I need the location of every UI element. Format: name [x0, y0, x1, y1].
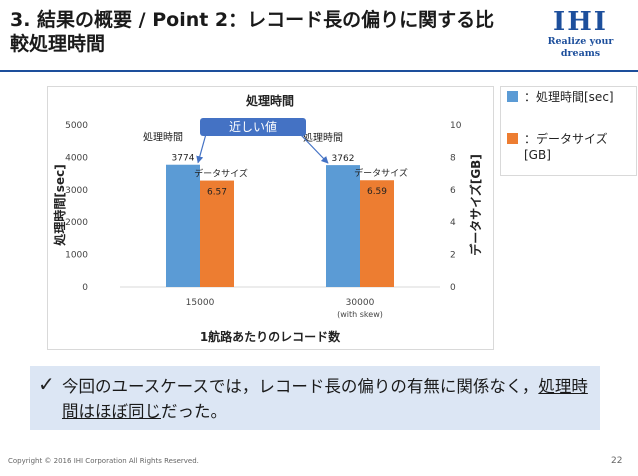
data-label-size: 6.57: [207, 188, 227, 198]
y2-tick-label: 4: [450, 218, 456, 228]
data-label-size: 6.59: [367, 187, 387, 197]
arrow-left: [196, 133, 207, 164]
data-label-time: 3774: [172, 154, 195, 164]
y-tick-label: 4000: [65, 153, 88, 163]
conclusion-callout: ✓ 今回のユースケースでは，レコード長の偏りの有無に関係なく，処理時間はほぼ同じ…: [30, 366, 600, 430]
logo-mark: IHI: [553, 7, 608, 37]
x-tick-label: 15000: [186, 298, 215, 308]
arrow-right: [299, 133, 329, 164]
bar-annotation-time: 処理時間: [143, 131, 183, 144]
y-tick-label: 1000: [65, 251, 88, 261]
chart-area: 処理時間 処理時間[sec] データサイズ[GB] 1航路あたりのレコード数 0…: [47, 86, 494, 350]
copyright-notice: Copyright © 2016 IHI Corporation All Rig…: [8, 457, 199, 465]
y2-tick-label: 6: [450, 186, 456, 196]
legend-label-time: ：処理時間[sec]: [524, 90, 614, 104]
bar-time: [326, 165, 360, 287]
data-label-time: 3762: [332, 154, 355, 164]
company-logo: IHI Realize your dreams: [528, 8, 633, 60]
chart-legend: ：処理時間[sec] ：データサイズ[GB]: [500, 86, 637, 176]
legend-swatch-size: [507, 133, 518, 144]
legend-item-size: ：データサイズ[GB]: [507, 131, 632, 167]
y2-tick-label: 0: [450, 283, 456, 293]
logo-tagline: Realize your dreams: [547, 36, 614, 59]
chart-title: 処理時間: [245, 93, 294, 108]
highlight-box: [200, 118, 306, 136]
y2-tick-label: 8: [450, 153, 456, 163]
bar-chart: 処理時間 処理時間[sec] データサイズ[GB] 1航路あたりのレコード数 0…: [52, 93, 483, 344]
bar-time: [166, 164, 200, 287]
conclusion-text-highlight: 処理時間はほぼ同じ: [62, 377, 588, 421]
legend-item-time: ：処理時間[sec]: [507, 89, 632, 125]
bar-annotation-time: 処理時間: [303, 131, 343, 144]
check-icon: ✓: [38, 372, 55, 396]
y-tick-label: 2000: [65, 218, 88, 228]
legend-label-size: ：データサイズ[GB]: [524, 132, 608, 162]
y-axis-title: 処理時間[sec]: [52, 164, 67, 246]
x-tick-label: 30000: [346, 298, 375, 308]
conclusion-text: 今回のユースケースでは，レコード長の偏りの有無に関係なく，処理時間はほぼ同じだっ…: [62, 374, 592, 424]
bar-annotation-size: データサイズ: [194, 168, 248, 180]
highlight-label: 近しい値: [229, 119, 277, 134]
conclusion-text-part1: 今回のユースケースでは，レコード長の偏りの有無に関係なく，: [62, 377, 539, 396]
y-tick-label: 3000: [65, 186, 88, 196]
legend-swatch-time: [507, 91, 518, 102]
bar-annotation-size: データサイズ: [354, 167, 408, 179]
title-divider: [0, 70, 638, 72]
bar-size: [200, 180, 234, 287]
x-tick-sublabel: (with skew): [337, 310, 383, 319]
y2-tick-label: 2: [450, 251, 456, 261]
conclusion-text-part2: だった。: [161, 402, 227, 421]
y2-axis-title: データサイズ[GB]: [468, 154, 483, 256]
bar-size: [360, 180, 394, 287]
y-tick-label: 0: [82, 283, 88, 293]
x-axis-title: 1航路あたりのレコード数: [200, 329, 341, 344]
y2-tick-label: 10: [450, 121, 462, 131]
slide-title: 3. 結果の概要 / Point 2：レコード長の偏りに関する比較処理時間: [10, 9, 495, 55]
page-number: 22: [611, 456, 623, 466]
y-tick-label: 5000: [65, 121, 88, 131]
